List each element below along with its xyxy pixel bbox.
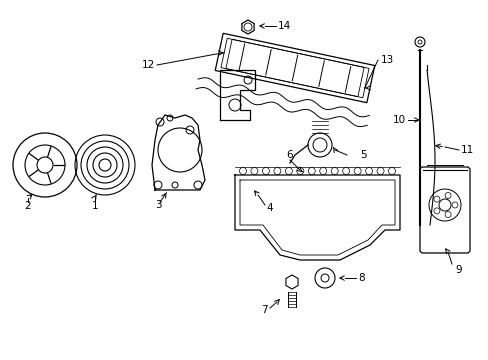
Text: 6: 6 xyxy=(286,150,293,160)
Text: 13: 13 xyxy=(380,55,393,65)
Text: 9: 9 xyxy=(454,265,461,275)
Text: 14: 14 xyxy=(278,21,291,31)
Text: 5: 5 xyxy=(359,150,366,160)
Text: 11: 11 xyxy=(460,145,473,155)
Text: 7: 7 xyxy=(261,305,267,315)
Text: 3: 3 xyxy=(154,200,161,210)
Text: 12: 12 xyxy=(142,60,155,70)
Text: 10: 10 xyxy=(392,115,405,125)
Text: 1: 1 xyxy=(92,201,98,211)
Text: 2: 2 xyxy=(24,201,31,211)
Text: 8: 8 xyxy=(357,273,364,283)
Text: 4: 4 xyxy=(266,203,273,213)
